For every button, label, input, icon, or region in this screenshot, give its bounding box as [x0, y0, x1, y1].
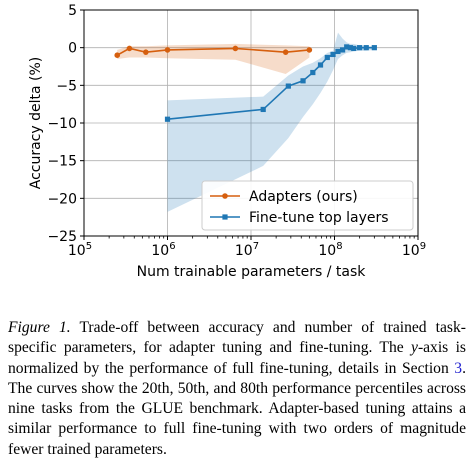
legend-swatch-marker: [222, 214, 228, 220]
x-axis-label: Num trainable parameters / task: [137, 264, 367, 280]
y-tick-label: −15: [47, 154, 77, 170]
series-1-point: [164, 116, 171, 122]
line-layer: [114, 44, 377, 122]
caption-label: Figure 1.: [8, 319, 71, 336]
legend-swatch-marker: [222, 193, 228, 199]
series-1-point: [260, 106, 266, 113]
series-1-point: [324, 54, 330, 61]
x-tick-label: 106: [151, 241, 175, 259]
series-1-point: [357, 45, 363, 51]
y-tick-label: 0: [68, 41, 77, 57]
x-tick-label: 107: [235, 241, 259, 259]
series-1-point: [371, 45, 377, 51]
series-0-point: [306, 47, 313, 53]
series-1-point: [347, 45, 353, 51]
legend-box: [201, 180, 414, 231]
series-1-point: [330, 51, 336, 58]
y-axis-label: Accuracy delta (%): [28, 57, 44, 190]
y-tick-label: −5: [56, 78, 77, 94]
series-1-point: [344, 44, 350, 50]
figure-caption: Figure 1. Trade-off between accuracy and…: [8, 318, 466, 460]
series-0-point: [114, 52, 121, 58]
series-0-point: [232, 45, 239, 52]
legend-entry-label: Adapters (ours): [249, 189, 358, 205]
series-0-point: [126, 45, 133, 52]
x-tick-label: 109: [402, 241, 426, 259]
y-tick-label: −20: [47, 191, 77, 207]
series-1-percentile-band: [167, 32, 375, 212]
caption-text-part-2: -axis is normalized by the performance o…: [8, 339, 466, 377]
y-tick-label: −10: [47, 116, 77, 132]
series-1-point: [310, 69, 316, 76]
caption-text-part-1: Trade-off between accuracy and number of…: [8, 319, 466, 357]
y-tick-label: 5: [68, 3, 77, 19]
caption-section-link[interactable]: 3: [454, 359, 463, 377]
series-0-point: [164, 47, 171, 53]
series-0-point: [143, 49, 149, 55]
caption-axis-word: y: [411, 339, 418, 357]
y-tick-label: −25: [47, 229, 77, 245]
series-1-point: [363, 45, 369, 51]
caption-text-part-3: . The curves show the 20th, 50th, and 80…: [8, 359, 466, 458]
x-tick-label: 105: [68, 241, 92, 259]
series-1-point: [317, 62, 324, 68]
series-1-point: [285, 83, 291, 89]
legend: Adapters (ours) Fine-tune top layers: [201, 180, 414, 231]
x-tick-label: 108: [318, 241, 342, 259]
series-1-point: [335, 48, 341, 55]
series-1-point: [300, 78, 306, 84]
legend-entry-label: Fine-tune top layers: [249, 210, 389, 226]
series-0-point: [282, 49, 289, 55]
series-1-point: [339, 47, 346, 53]
series-1-point: [351, 45, 357, 52]
